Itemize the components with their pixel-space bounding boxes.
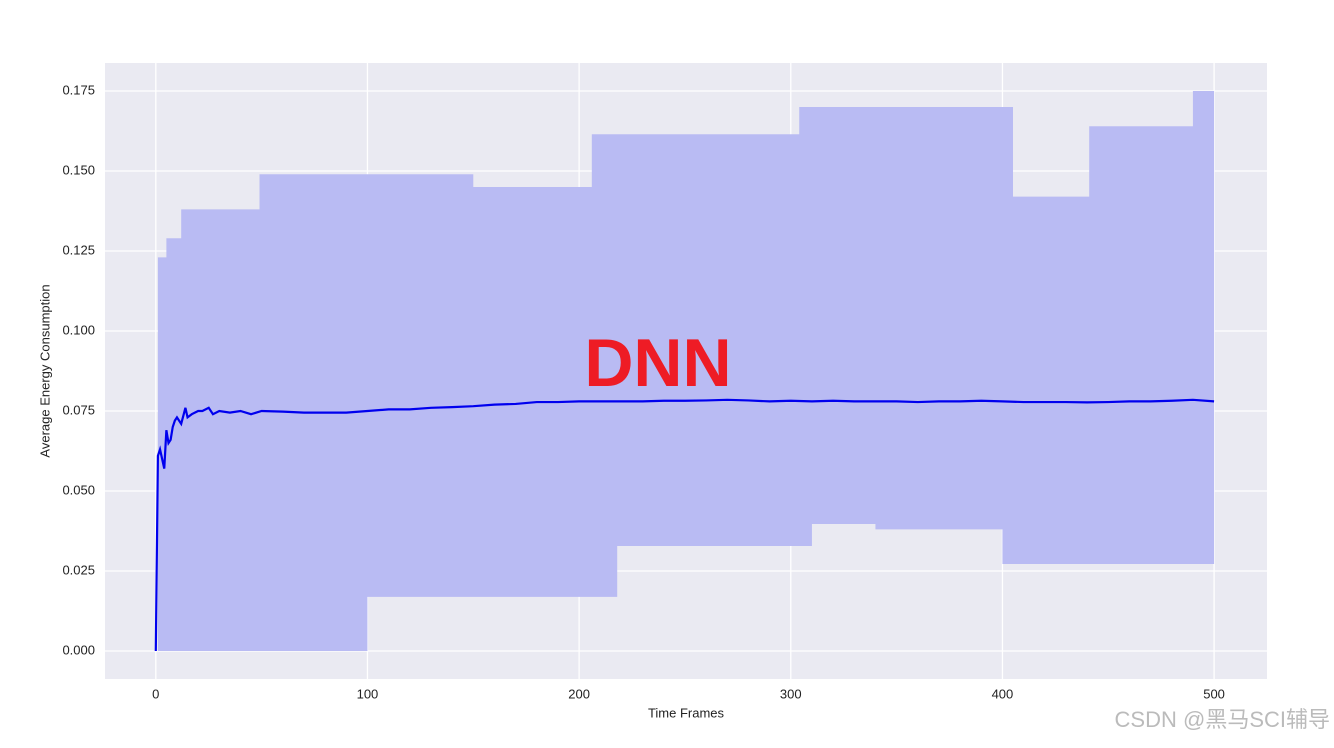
y-tick-label: 0.175 — [62, 82, 95, 97]
y-tick-label: 0.000 — [62, 642, 95, 657]
x-tick-label: 500 — [1203, 686, 1225, 701]
y-tick-label: 0.150 — [62, 162, 95, 177]
line — [154, 398, 1215, 652]
x-tick-label: 0 — [152, 686, 159, 701]
y-tick-label: 0.075 — [62, 402, 95, 417]
y-tick-label: 0.025 — [62, 562, 95, 577]
y-tick-label: 0.125 — [62, 242, 95, 257]
y-axis-label: Average Energy Consumption — [37, 284, 52, 457]
band — [157, 91, 1215, 651]
x-tick-label: 200 — [568, 686, 590, 701]
annotation: DNN — [584, 325, 731, 401]
y-tick-label: 0.100 — [62, 322, 95, 337]
x-tick-label: 400 — [992, 686, 1014, 701]
x-tick-label: 100 — [357, 686, 379, 701]
y-tick-label: 0.050 — [62, 482, 95, 497]
x-axis-label: Time Frames — [648, 705, 725, 720]
x-tick-label: 300 — [780, 686, 802, 701]
watermark: CSDN @黑马SCI辅导 — [1115, 707, 1330, 732]
